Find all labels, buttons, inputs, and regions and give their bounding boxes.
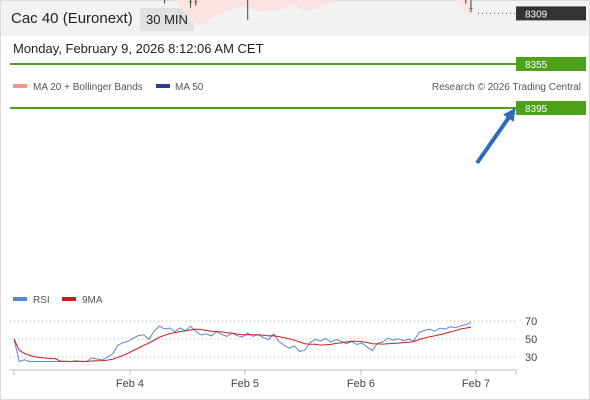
candle — [189, 0, 193, 8]
x-tick-label: Feb 7 — [462, 378, 490, 390]
timestamp: Monday, February 9, 2026 8:12:06 AM CET — [13, 41, 264, 56]
ma9-legend-swatch — [62, 297, 76, 301]
candle — [464, 0, 468, 4]
level-tag-8395 — [516, 101, 586, 115]
level-label-8309: 8309 — [525, 9, 548, 20]
rsi-grid: 70 50 30 — [10, 316, 537, 364]
rsi-axis-label-30: 30 — [525, 352, 537, 364]
copyright-label: Research © 2026 Trading Central — [432, 82, 581, 93]
candle — [194, 0, 198, 6]
forecast-arrow — [475, 107, 516, 165]
x-tick-label: Feb 6 — [347, 378, 375, 390]
level-tag-8309 — [516, 6, 586, 21]
candle-body — [469, 7, 473, 9]
level-tag-8355 — [516, 57, 586, 71]
rsi-axis-label-50: 50 — [525, 334, 537, 346]
level-label-8395: 8395 — [525, 104, 548, 115]
rsi-axis-label-70: 70 — [525, 316, 537, 328]
ma50-legend-label: MA 50 — [175, 82, 204, 93]
interval-badge[interactable]: 30 MIN — [140, 8, 194, 31]
candle-body — [194, 1, 198, 3]
x-axis: Feb 4 Feb 5 Feb 6 Feb 7 — [13, 370, 517, 390]
rsi-legend-label: RSI — [33, 295, 50, 306]
ma9-legend-label: 9MA — [82, 295, 103, 306]
rsi-legend-swatch — [13, 297, 27, 301]
rsi-line — [13, 321, 472, 363]
x-tick-label: Feb 4 — [116, 378, 144, 390]
chart-header: Cac 40 (Euronext) 30 MIN — [1, 1, 589, 36]
candle — [247, 0, 249, 20]
ma20-legend-swatch — [13, 84, 27, 88]
x-tick-label: Feb 5 — [231, 378, 259, 390]
ma50-legend-swatch — [156, 84, 170, 88]
level-lines — [10, 12, 516, 109]
candle — [164, 0, 166, 4]
candles — [164, 0, 473, 20]
level-label-8355: 8355 — [525, 60, 548, 71]
rsi-lines — [13, 321, 472, 363]
candle-body — [189, 1, 193, 3]
level-labels: 839583558309823582088179 — [516, 6, 586, 115]
bollinger-band-fill — [175, 0, 471, 25]
candle — [469, 0, 473, 13]
ma20-legend-label: MA 20 + Bollinger Bands — [33, 82, 143, 93]
rsi-ma-line — [13, 326, 472, 363]
instrument-title: Cac 40 (Euronext) — [11, 10, 133, 27]
bollinger-band-area — [175, 0, 471, 25]
